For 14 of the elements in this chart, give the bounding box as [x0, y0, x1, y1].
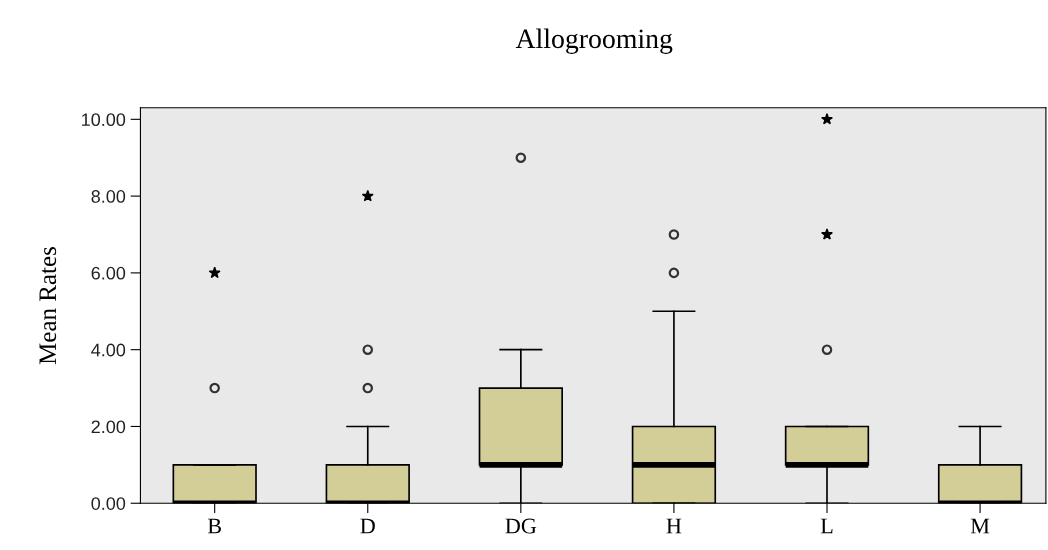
y-tick-label: 4.00: [91, 343, 126, 357]
y-tick-label: 10.00: [82, 113, 126, 127]
x-tick-label: D: [360, 518, 375, 534]
y-tick-label: 6.00: [91, 266, 126, 280]
x-tick-label: M: [970, 518, 990, 534]
x-tick-label: B: [207, 518, 221, 534]
x-tick-label: DG: [505, 518, 537, 534]
x-tick-label: H: [666, 518, 682, 534]
y-tick-label: 2.00: [91, 420, 126, 434]
y-tick-label: 8.00: [91, 190, 126, 203]
y-tick-label: 0.00: [91, 497, 126, 510]
y-axis-title: Mean Rates: [39, 247, 57, 365]
x-tick-label: L: [820, 518, 833, 534]
chart-title: Allogrooming: [515, 28, 673, 54]
